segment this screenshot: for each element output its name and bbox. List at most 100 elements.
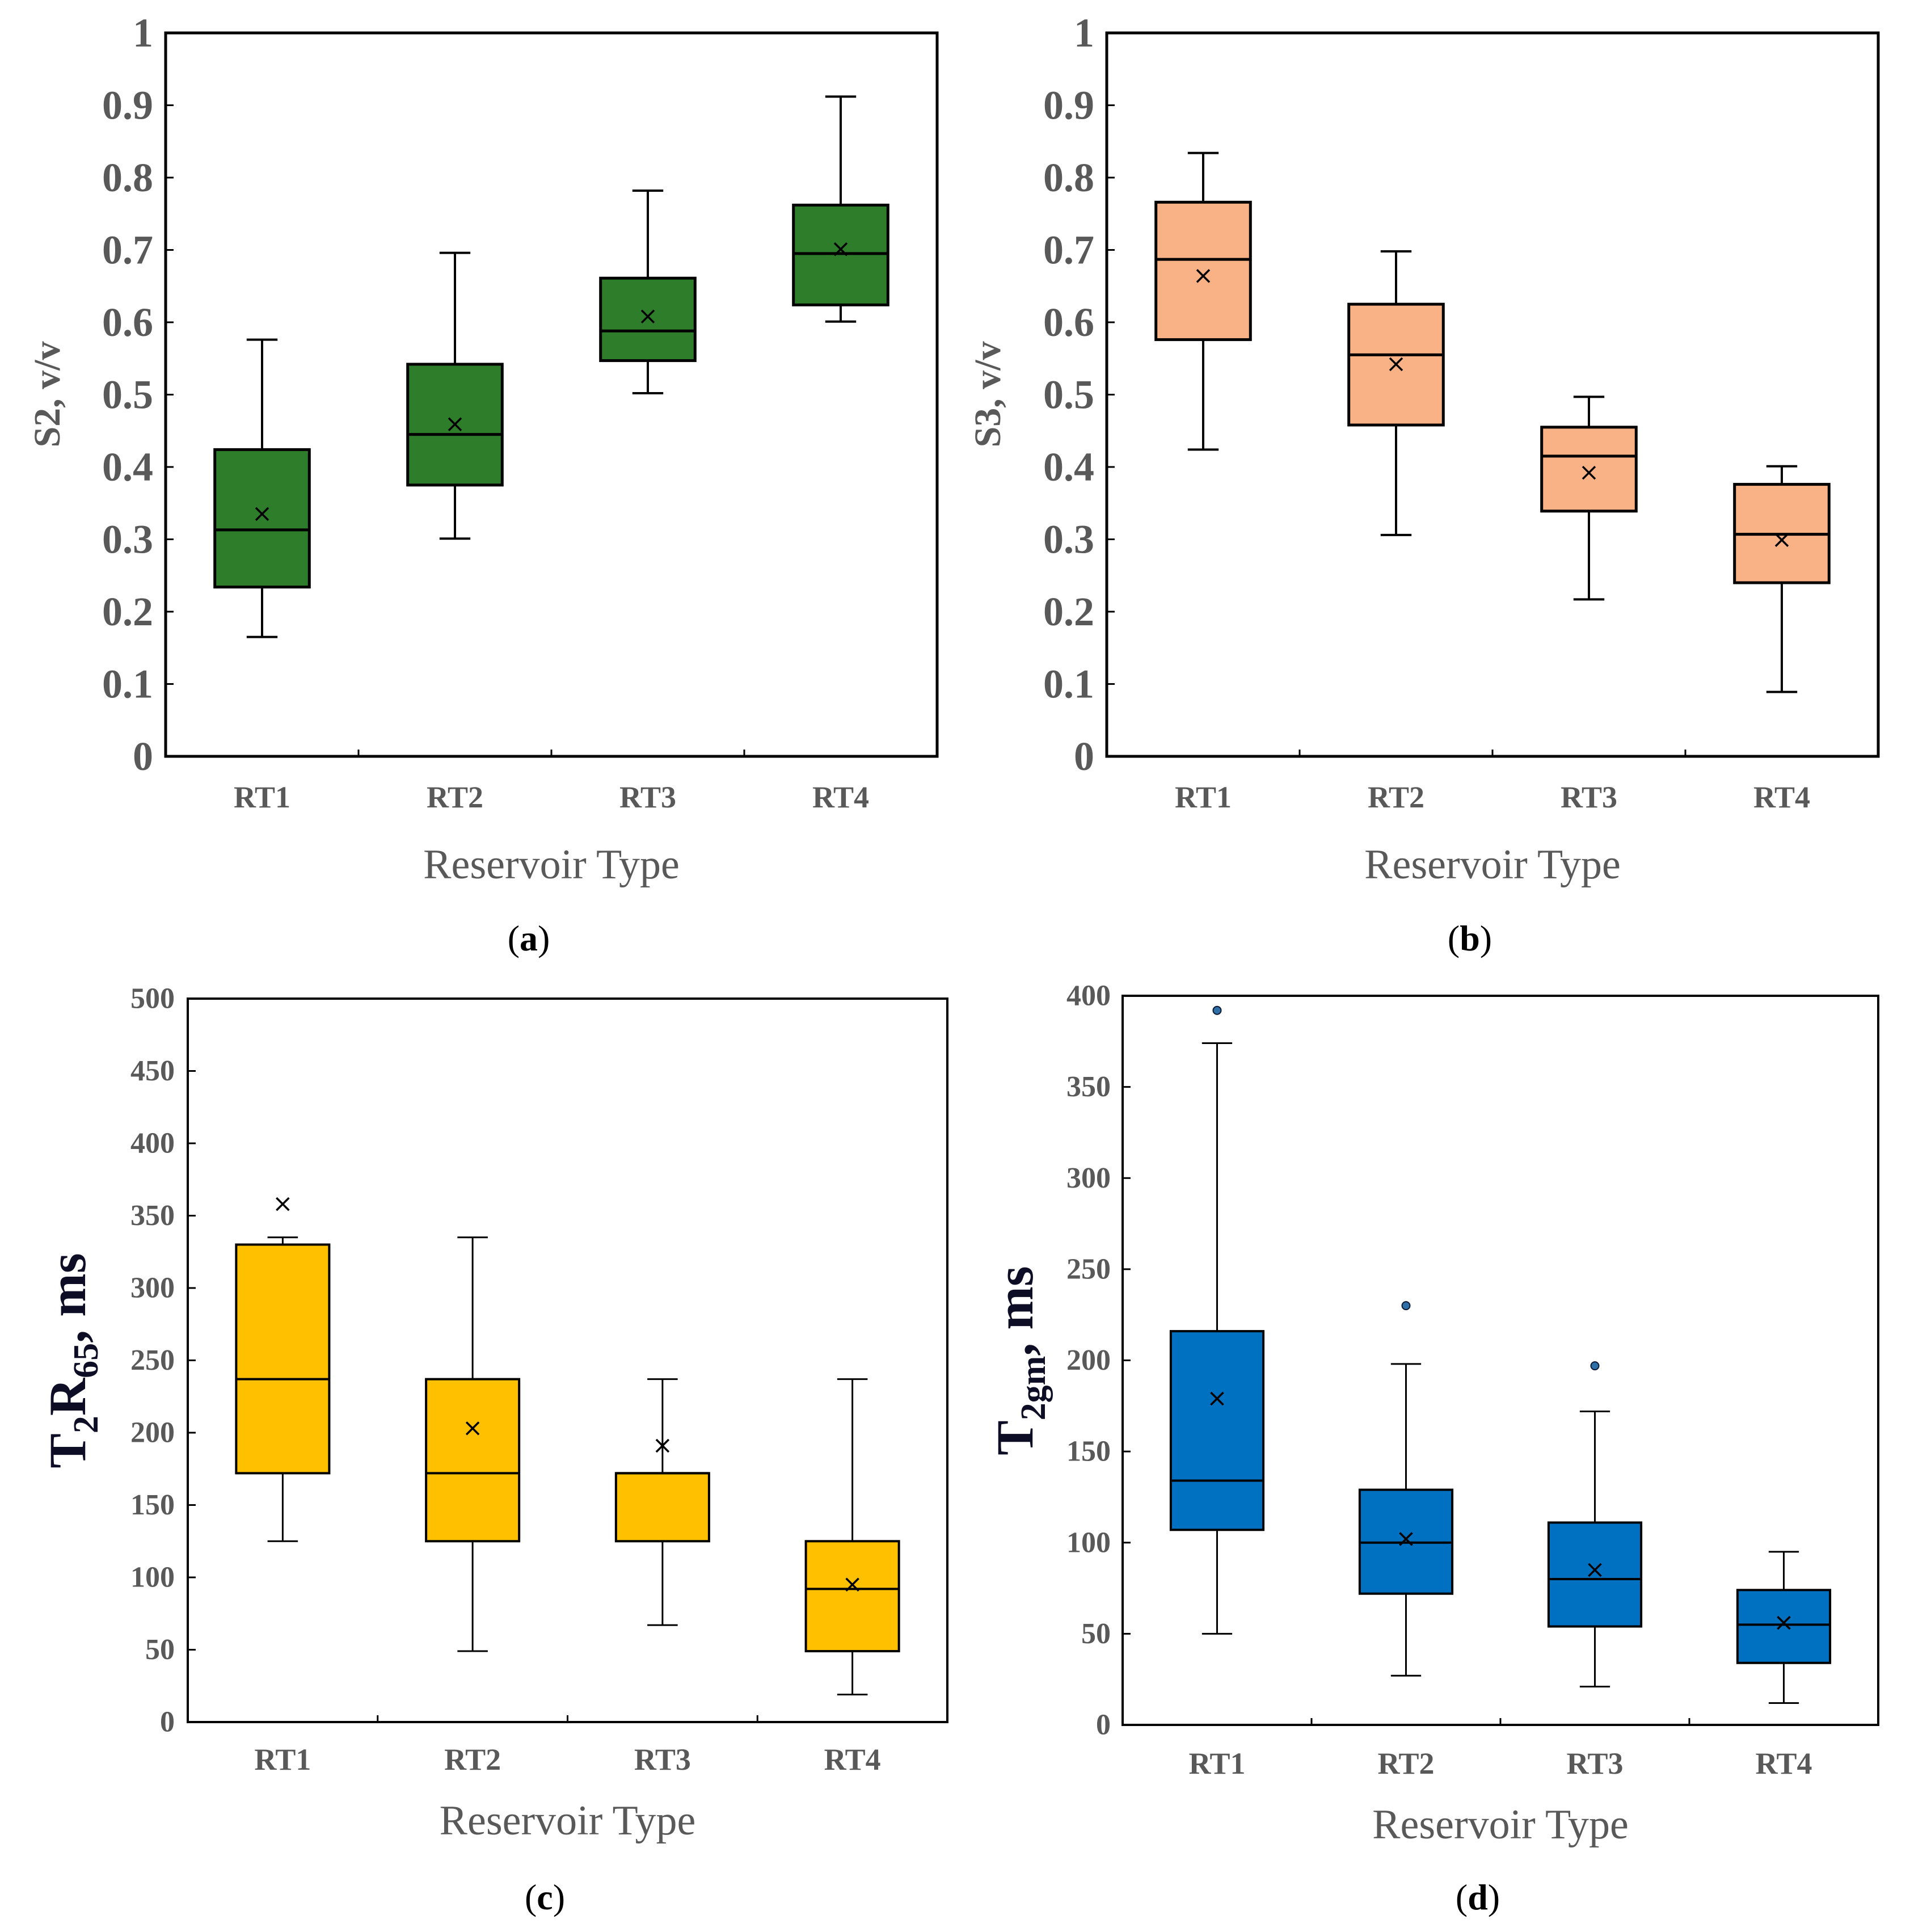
x-tick-label: RT3 xyxy=(634,1742,691,1777)
y-tick-label: 200 xyxy=(130,1417,175,1449)
y-axis-title: S2, v/v xyxy=(27,341,68,447)
iqr-box xyxy=(1169,1330,1265,1531)
y-tick-label: 0.5 xyxy=(102,372,153,418)
x-tick-label: RT3 xyxy=(1566,1746,1623,1781)
iqr-box xyxy=(1154,200,1252,342)
x-tick-label: RT4 xyxy=(824,1742,881,1777)
box-rt4 xyxy=(1733,465,1831,693)
mean-marker xyxy=(255,507,269,521)
box-rt3 xyxy=(599,189,697,394)
mean-marker xyxy=(833,242,848,256)
panel-letter: (d) xyxy=(1456,1877,1500,1917)
mean-marker xyxy=(1196,269,1211,283)
x-tick-label: RT1 xyxy=(1175,780,1232,814)
box-rt2 xyxy=(1347,250,1445,536)
mean-marker xyxy=(1210,1391,1224,1406)
mean-marker xyxy=(465,1421,480,1436)
mean-marker xyxy=(1389,357,1403,372)
box-rt1 xyxy=(213,338,311,638)
panel-a: 0 0.1 0.2 0.3 0.4 0.5 0.6 0.7 0.8 0.9 1 RT1 RT2 RT3 RT… xyxy=(27,10,939,958)
y-tick-label: 150 xyxy=(1066,1436,1111,1468)
box-rt1 xyxy=(1154,151,1252,451)
y-tick-label: 0.1 xyxy=(102,662,153,707)
box-rt3 xyxy=(614,1378,710,1626)
panel-letter: (b) xyxy=(1448,918,1492,958)
box-rt4 xyxy=(1736,1551,1832,1704)
y-tick-label: 0.2 xyxy=(1043,589,1094,634)
mean-marker xyxy=(1588,1563,1602,1577)
box-rt2 xyxy=(406,251,504,540)
box-rt1 xyxy=(1169,1005,1265,1635)
iqr-box xyxy=(1736,1589,1832,1664)
box-rt2 xyxy=(425,1236,521,1652)
y-tick-label: 0.8 xyxy=(102,155,153,200)
box-rt4 xyxy=(804,1378,900,1696)
y-tick-label: 0.3 xyxy=(102,517,153,562)
box-rt2 xyxy=(1358,1301,1454,1677)
y-axis-title: T2R65, ms xyxy=(39,1253,106,1468)
y-tick-label: 0.4 xyxy=(102,444,153,490)
box-rt3 xyxy=(1540,395,1638,601)
y-tick-label: 100 xyxy=(130,1561,175,1594)
iqr-box xyxy=(425,1378,521,1543)
x-tick-label: RT2 xyxy=(1377,1746,1434,1781)
y-tick-label: 0 xyxy=(1096,1709,1111,1741)
y-tick-label: 400 xyxy=(1066,980,1111,1012)
y-tick-label: 0 xyxy=(133,734,153,779)
y-tick-label: 0.9 xyxy=(1043,83,1094,128)
y-tick-label: 450 xyxy=(130,1055,175,1087)
y-tick-label: 300 xyxy=(1066,1162,1111,1194)
box-rt4 xyxy=(792,95,889,323)
y-tick-label: 0.9 xyxy=(102,83,153,128)
x-tick-label: RT1 xyxy=(254,1742,311,1777)
box-rt1 xyxy=(235,1197,331,1542)
y-tick-label: 0.7 xyxy=(102,228,153,273)
y-axis-title: T2gm, ms xyxy=(986,1266,1053,1455)
mean-marker xyxy=(845,1577,859,1592)
x-tick-label: RT3 xyxy=(619,780,676,814)
y-tick-label: 300 xyxy=(130,1272,175,1304)
mean-marker xyxy=(1582,465,1596,480)
x-tick-label: RT1 xyxy=(1188,1746,1245,1781)
mean-marker xyxy=(1774,533,1789,548)
outlier-point xyxy=(1212,1005,1222,1015)
y-tick-label: 0.8 xyxy=(1043,155,1094,200)
mean-marker xyxy=(640,309,655,324)
iqr-box xyxy=(804,1540,900,1653)
mean-marker xyxy=(448,417,462,432)
mean-marker xyxy=(655,1438,670,1453)
panel-letter: (a) xyxy=(508,918,550,958)
panel-c: 0 50 100 150 200 250 300 350 400 450 500 RT1 RT2 RT3 R… xyxy=(39,983,948,1917)
x-axis-title: Reservoir Type xyxy=(423,841,680,888)
y-tick-label: 350 xyxy=(1066,1071,1111,1103)
x-tick-label: RT4 xyxy=(1755,1746,1812,1781)
y-tick-label: 0 xyxy=(1074,734,1094,779)
x-tick-label: RT4 xyxy=(812,780,869,814)
y-tick-label: 200 xyxy=(1066,1344,1111,1377)
y-tick-label: 500 xyxy=(130,983,175,1015)
iqr-box xyxy=(1540,426,1638,513)
y-tick-label: 0.6 xyxy=(102,300,153,345)
x-tick-label: RT2 xyxy=(444,1742,501,1777)
box-rt3 xyxy=(1547,1361,1643,1688)
y-tick-label: 350 xyxy=(130,1199,175,1232)
panel-b: 0 0.1 0.2 0.3 0.4 0.5 0.6 0.7 0.8 0.9 1 RT1 RT2 RT3 RT… xyxy=(967,10,1880,958)
y-tick-label: 0.4 xyxy=(1043,444,1094,490)
x-axis-title: Reservoir Type xyxy=(440,1798,696,1844)
x-tick-label: RT3 xyxy=(1561,780,1617,814)
y-tick-label: 50 xyxy=(1081,1618,1111,1650)
panel-d: 0 50 100 150 200 250 300 350 400 RT1 RT2 RT3 RT4 Rese… xyxy=(986,980,1879,1917)
y-tick-label: 0.7 xyxy=(1043,228,1094,273)
iqr-box xyxy=(599,276,697,363)
y-tick-label: 1 xyxy=(133,10,153,56)
x-tick-label: RT2 xyxy=(427,780,483,814)
y-tick-label: 0 xyxy=(160,1706,175,1739)
y-tick-label: 400 xyxy=(130,1127,175,1160)
x-axis-title: Reservoir Type xyxy=(1364,841,1621,888)
y-tick-label: 0.6 xyxy=(1043,300,1094,345)
y-tick-label: 0.3 xyxy=(1043,517,1094,562)
x-tick-label: RT2 xyxy=(1368,780,1424,814)
outlier-point xyxy=(1401,1301,1411,1311)
iqr-box xyxy=(614,1472,710,1543)
